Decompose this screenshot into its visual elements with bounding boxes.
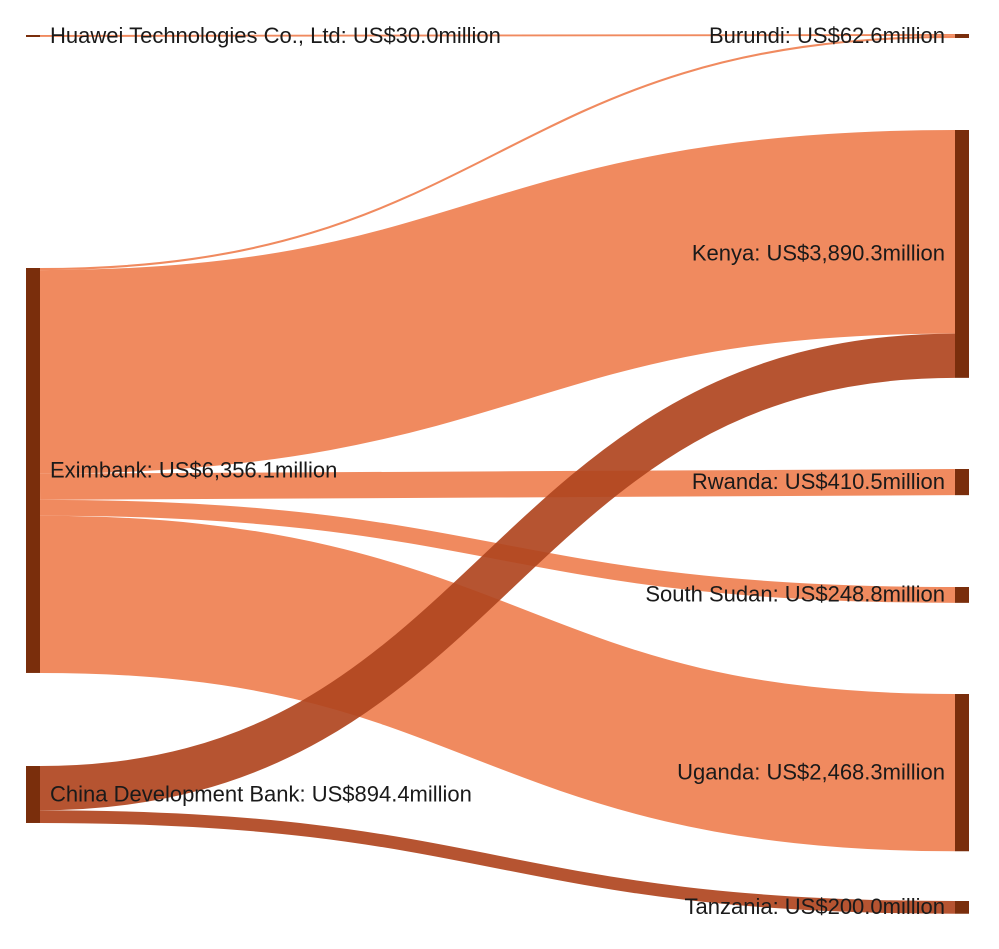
link-eximbank-to-rwanda [39, 468, 956, 500]
link-eximbank-to-uganda [39, 515, 956, 852]
node-rwanda [955, 469, 969, 496]
label-tanzania: Tanzania: US$200.0million [685, 894, 946, 919]
label-kenya: Kenya: US$3,890.3million [692, 241, 945, 266]
link-huawei-to-burundi [39, 34, 956, 37]
label-cdb: China Development Bank: US$894.4million [50, 781, 472, 806]
link-cdb-to-kenya [39, 333, 956, 811]
node-eximbank [26, 268, 40, 673]
node-uganda [955, 694, 969, 852]
label-uganda: Uganda: US$2,468.3million [677, 759, 945, 784]
node-huawei [26, 35, 40, 37]
labels-layer: Huawei Technologies Co., Ltd: US$30.0mil… [50, 23, 945, 919]
label-south-sudan: South Sudan: US$248.8million [645, 582, 945, 607]
node-kenya [955, 130, 969, 378]
links-layer [39, 34, 956, 914]
label-huawei: Huawei Technologies Co., Ltd: US$30.0mil… [50, 23, 501, 48]
node-burundi [955, 34, 969, 38]
node-south-sudan [955, 587, 969, 603]
node-cdb [26, 766, 40, 823]
link-cdb-to-tanzania [39, 810, 956, 914]
link-eximbank-to-burundi [39, 35, 956, 271]
label-rwanda: Rwanda: US$410.5million [692, 469, 945, 494]
link-eximbank-to-kenya [39, 129, 956, 474]
label-burundi: Burundi: US$62.6million [709, 23, 945, 48]
nodes-layer [26, 34, 969, 914]
label-eximbank: Eximbank: US$6,356.1million [50, 457, 337, 482]
node-tanzania [955, 901, 969, 914]
